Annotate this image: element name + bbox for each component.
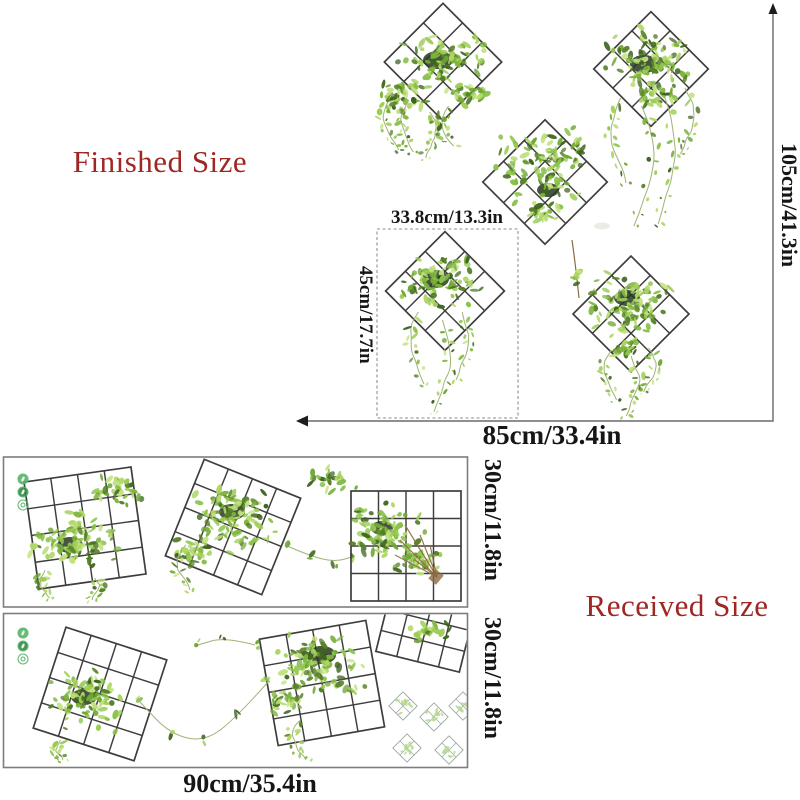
finished-size-title: Finished Size	[55, 146, 265, 177]
total-height-label: 105cm/41.3in	[778, 143, 800, 267]
plant-decal-bottom-right	[573, 256, 689, 420]
plant-decal-top-right	[594, 12, 709, 228]
plant-badge-icon	[18, 487, 28, 497]
vine	[418, 112, 444, 161]
single-decal-height-label: 45cm/17.7in	[356, 266, 375, 364]
received-size-title: Received Size	[572, 590, 782, 621]
sheet-width-label: 90cm/35.4in	[155, 771, 345, 797]
vine	[402, 312, 429, 388]
plant-decal-bottom-left	[386, 232, 505, 416]
vine	[680, 88, 701, 155]
smudge-mark	[594, 223, 610, 230]
plant-badge-icon	[18, 641, 28, 651]
total-width-label: 85cm/33.4in	[417, 422, 687, 449]
vine	[603, 98, 632, 187]
arrow-left-icon	[296, 416, 308, 427]
plant-decal-top-left	[374, 3, 501, 161]
vine	[430, 320, 456, 415]
vine	[654, 98, 681, 228]
vine	[451, 312, 474, 385]
arrow-up-icon	[769, 3, 778, 14]
vine	[596, 350, 622, 403]
leaf-badge-icon	[18, 628, 28, 638]
sheet1-height-label: 30cm/11.8in	[480, 459, 504, 581]
single-decal-width-label: 33.8cm/13.3in	[357, 208, 537, 227]
sheet2-height-label: 30cm/11.8in	[480, 617, 504, 739]
leaf-badge-icon	[18, 474, 28, 484]
size-guide-image: Finished Size 105cm/41.3in 85cm/33.4in 3…	[0, 0, 800, 800]
plants-graphic	[0, 0, 800, 800]
